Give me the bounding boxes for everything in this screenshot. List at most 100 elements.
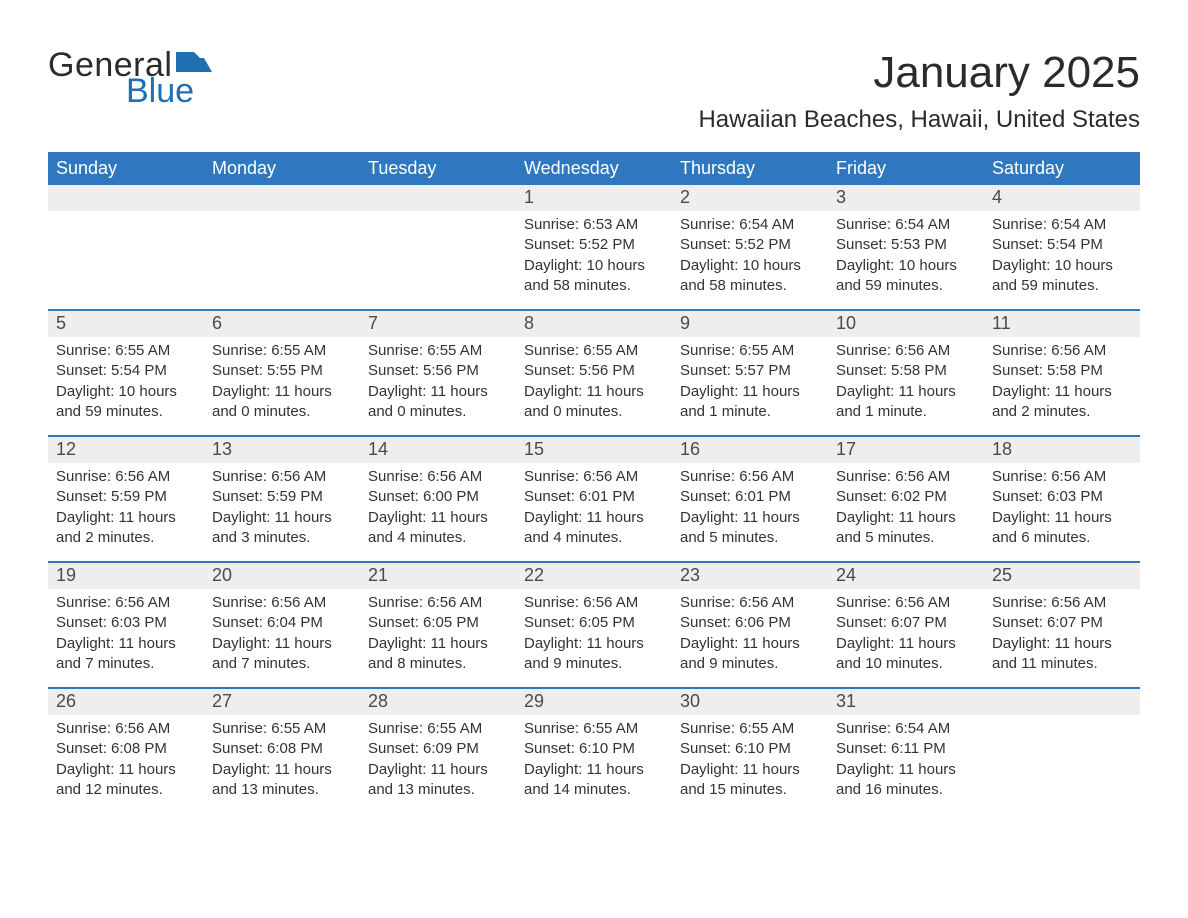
day-number: 4 <box>984 185 1140 211</box>
calendar-day: 10Sunrise: 6:56 AMSunset: 5:58 PMDayligh… <box>828 311 984 435</box>
sunrise-value: 6:55 AM <box>115 342 170 359</box>
sunset-value: 5:54 PM <box>1047 236 1103 253</box>
sunrise-value: 6:56 AM <box>427 594 482 611</box>
sunset-value: 6:10 PM <box>735 740 791 757</box>
sunrise-value: 6:53 AM <box>583 216 638 233</box>
sunset-label: Sunset: <box>212 362 263 379</box>
daylight-line: Daylight: 10 hours and 58 minutes. <box>680 256 820 297</box>
sunset-line: Sunset: 6:07 PM <box>992 613 1132 633</box>
daylight-line: Daylight: 11 hours and 9 minutes. <box>680 634 820 675</box>
sunset-label: Sunset: <box>992 614 1043 631</box>
daylight-label: Daylight: <box>56 635 114 652</box>
daylight-line: Daylight: 11 hours and 0 minutes. <box>524 382 664 423</box>
daylight-label: Daylight: <box>836 257 894 274</box>
day-details: Sunrise: 6:56 AMSunset: 6:08 PMDaylight:… <box>48 715 204 800</box>
brand-word-blue: Blue <box>126 74 212 108</box>
sunrise-value: 6:56 AM <box>739 594 794 611</box>
sunrise-line: Sunrise: 6:56 AM <box>992 341 1132 361</box>
sunrise-value: 6:54 AM <box>739 216 794 233</box>
sunset-label: Sunset: <box>836 740 887 757</box>
day-number: 14 <box>360 437 516 463</box>
sunset-line: Sunset: 6:04 PM <box>212 613 352 633</box>
sunset-line: Sunset: 6:01 PM <box>524 487 664 507</box>
sunset-line: Sunset: 6:06 PM <box>680 613 820 633</box>
dow-cell: Wednesday <box>516 152 672 185</box>
daylight-label: Daylight: <box>836 635 894 652</box>
daylight-label: Daylight: <box>680 383 738 400</box>
daylight-line: Daylight: 11 hours and 15 minutes. <box>680 760 820 801</box>
calendar-day: 4Sunrise: 6:54 AMSunset: 5:54 PMDaylight… <box>984 185 1140 309</box>
sunrise-label: Sunrise: <box>368 342 423 359</box>
calendar-day: 18Sunrise: 6:56 AMSunset: 6:03 PMDayligh… <box>984 437 1140 561</box>
sunset-value: 6:02 PM <box>891 488 947 505</box>
sunset-label: Sunset: <box>836 236 887 253</box>
calendar-day-empty <box>204 185 360 309</box>
calendar-week: 1Sunrise: 6:53 AMSunset: 5:52 PMDaylight… <box>48 185 1140 309</box>
day-details: Sunrise: 6:55 AMSunset: 5:57 PMDaylight:… <box>672 337 828 422</box>
sunrise-line: Sunrise: 6:55 AM <box>680 719 820 739</box>
daylight-line: Daylight: 11 hours and 9 minutes. <box>524 634 664 675</box>
daylight-label: Daylight: <box>992 635 1050 652</box>
daylight-label: Daylight: <box>56 383 114 400</box>
sunrise-line: Sunrise: 6:55 AM <box>524 341 664 361</box>
sunset-value: 5:57 PM <box>735 362 791 379</box>
sunrise-line: Sunrise: 6:56 AM <box>368 467 508 487</box>
sunrise-value: 6:56 AM <box>427 468 482 485</box>
day-details: Sunrise: 6:55 AMSunset: 6:08 PMDaylight:… <box>204 715 360 800</box>
day-number: 27 <box>204 689 360 715</box>
sunrise-label: Sunrise: <box>524 468 579 485</box>
day-number: 10 <box>828 311 984 337</box>
day-number: 19 <box>48 563 204 589</box>
day-of-week-header: SundayMondayTuesdayWednesdayThursdayFrid… <box>48 152 1140 185</box>
sunset-label: Sunset: <box>212 614 263 631</box>
daylight-label: Daylight: <box>368 761 426 778</box>
sunrise-value: 6:55 AM <box>583 720 638 737</box>
daylight-line: Daylight: 11 hours and 1 minute. <box>680 382 820 423</box>
sunset-line: Sunset: 5:58 PM <box>836 361 976 381</box>
calendar-week: 19Sunrise: 6:56 AMSunset: 6:03 PMDayligh… <box>48 561 1140 687</box>
daylight-line: Daylight: 11 hours and 16 minutes. <box>836 760 976 801</box>
day-number: 24 <box>828 563 984 589</box>
sunrise-label: Sunrise: <box>524 720 579 737</box>
sunset-label: Sunset: <box>992 362 1043 379</box>
day-details: Sunrise: 6:56 AMSunset: 6:06 PMDaylight:… <box>672 589 828 674</box>
sunset-value: 5:58 PM <box>1047 362 1103 379</box>
day-details: Sunrise: 6:56 AMSunset: 6:01 PMDaylight:… <box>516 463 672 548</box>
sunset-value: 6:03 PM <box>111 614 167 631</box>
daylight-label: Daylight: <box>524 761 582 778</box>
daylight-label: Daylight: <box>212 761 270 778</box>
sunset-value: 6:10 PM <box>579 740 635 757</box>
daylight-line: Daylight: 10 hours and 58 minutes. <box>524 256 664 297</box>
sunset-line: Sunset: 5:52 PM <box>680 235 820 255</box>
sunset-value: 6:04 PM <box>267 614 323 631</box>
daylight-line: Daylight: 11 hours and 6 minutes. <box>992 508 1132 549</box>
sunrise-line: Sunrise: 6:55 AM <box>56 341 196 361</box>
sunset-line: Sunset: 6:09 PM <box>368 739 508 759</box>
day-details: Sunrise: 6:56 AMSunset: 6:01 PMDaylight:… <box>672 463 828 548</box>
daylight-label: Daylight: <box>992 509 1050 526</box>
daylight-line: Daylight: 11 hours and 2 minutes. <box>56 508 196 549</box>
daylight-label: Daylight: <box>56 761 114 778</box>
sunset-line: Sunset: 6:11 PM <box>836 739 976 759</box>
sunset-value: 6:07 PM <box>1047 614 1103 631</box>
sunset-value: 6:06 PM <box>735 614 791 631</box>
day-details: Sunrise: 6:56 AMSunset: 5:59 PMDaylight:… <box>48 463 204 548</box>
calendar-day: 5Sunrise: 6:55 AMSunset: 5:54 PMDaylight… <box>48 311 204 435</box>
sunset-line: Sunset: 5:58 PM <box>992 361 1132 381</box>
sunset-value: 5:54 PM <box>111 362 167 379</box>
day-details: Sunrise: 6:54 AMSunset: 5:52 PMDaylight:… <box>672 211 828 296</box>
sunrise-value: 6:55 AM <box>583 342 638 359</box>
sunrise-line: Sunrise: 6:56 AM <box>680 467 820 487</box>
day-number: 21 <box>360 563 516 589</box>
daylight-label: Daylight: <box>680 761 738 778</box>
sunset-label: Sunset: <box>368 614 419 631</box>
sunrise-value: 6:56 AM <box>895 342 950 359</box>
day-number: 9 <box>672 311 828 337</box>
sunset-value: 6:09 PM <box>423 740 479 757</box>
daylight-line: Daylight: 11 hours and 1 minute. <box>836 382 976 423</box>
sunset-value: 6:08 PM <box>111 740 167 757</box>
sunset-line: Sunset: 5:59 PM <box>212 487 352 507</box>
day-number <box>204 185 360 211</box>
sunset-line: Sunset: 6:03 PM <box>56 613 196 633</box>
sunrise-value: 6:55 AM <box>427 342 482 359</box>
